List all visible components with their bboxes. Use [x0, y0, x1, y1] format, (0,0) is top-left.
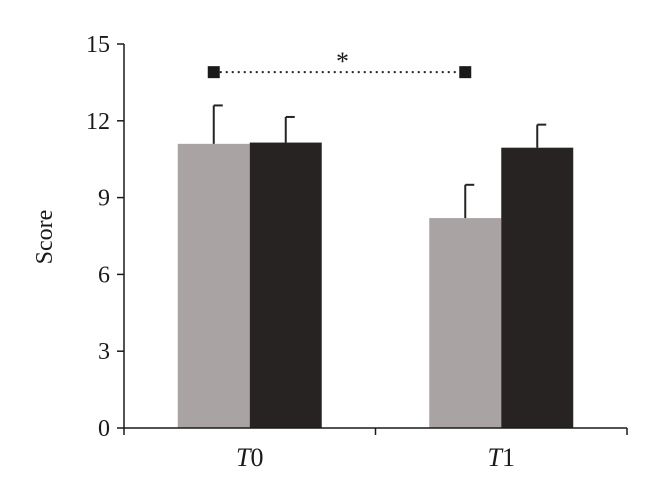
error-bars [212, 104, 547, 219]
bar-dark-cat0 [249, 142, 322, 428]
y-axis-label: Score [32, 210, 58, 265]
category-label-0: T0 [236, 443, 263, 472]
y-axis-ticks: 0 3 6 9 12 15 [86, 32, 124, 442]
bar-light-cat1 [429, 218, 502, 428]
y-tick-label: 15 [86, 32, 110, 58]
y-tick-label: 3 [98, 339, 110, 365]
y-tick-label: 0 [98, 416, 110, 442]
category-label-rest: 1 [502, 443, 515, 472]
x-axis-categories: T0 T1 [236, 443, 515, 472]
significance-marker-start [207, 66, 220, 79]
y-tick-label: 9 [98, 186, 110, 212]
category-label-rest: 0 [250, 443, 263, 472]
bars [177, 142, 574, 428]
bar-dark-cat1 [501, 147, 574, 428]
category-label-italic: T [236, 443, 252, 472]
axes [123, 44, 628, 435]
y-tick-label: 12 [86, 109, 110, 135]
significance-marker-end [459, 66, 472, 79]
significance-bracket: * [207, 47, 472, 79]
bar-light-cat0 [177, 143, 250, 428]
significance-star: * [336, 47, 349, 76]
category-label-1: T1 [488, 443, 515, 472]
category-label-italic: T [488, 443, 504, 472]
y-tick-label: 6 [98, 262, 110, 288]
